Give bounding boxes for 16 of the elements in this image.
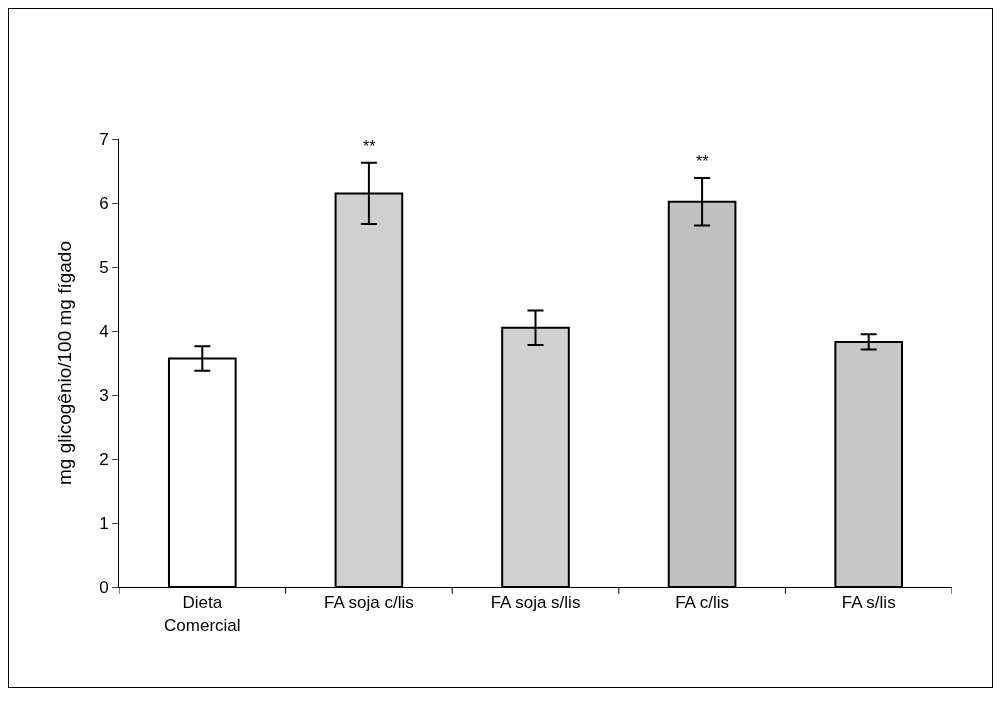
x-tick-label: FA c/lis	[675, 593, 730, 613]
x-tick-label: FA s/lis	[841, 593, 896, 613]
y-tick-label: 0	[99, 577, 109, 597]
x-tick-label: Dieta Comercial	[164, 593, 241, 635]
y-tick-label: 6	[99, 193, 109, 213]
y-tick-label: 3	[99, 385, 109, 405]
x-tick-label: FA soja c/lis	[324, 593, 414, 613]
y-tick-label: 1	[99, 513, 109, 533]
x-tick-label: FA soja s/lis	[490, 593, 581, 613]
y-tick-label: 7	[99, 129, 109, 149]
y-tick-label: 2	[99, 449, 109, 469]
data-label: **	[696, 153, 709, 170]
y-axis-title: mg glicogênio/100 mg fígado	[54, 241, 75, 485]
data-label: **	[363, 138, 376, 155]
y-tick-label: 4	[99, 321, 109, 341]
y-tick-label: 5	[99, 257, 109, 277]
